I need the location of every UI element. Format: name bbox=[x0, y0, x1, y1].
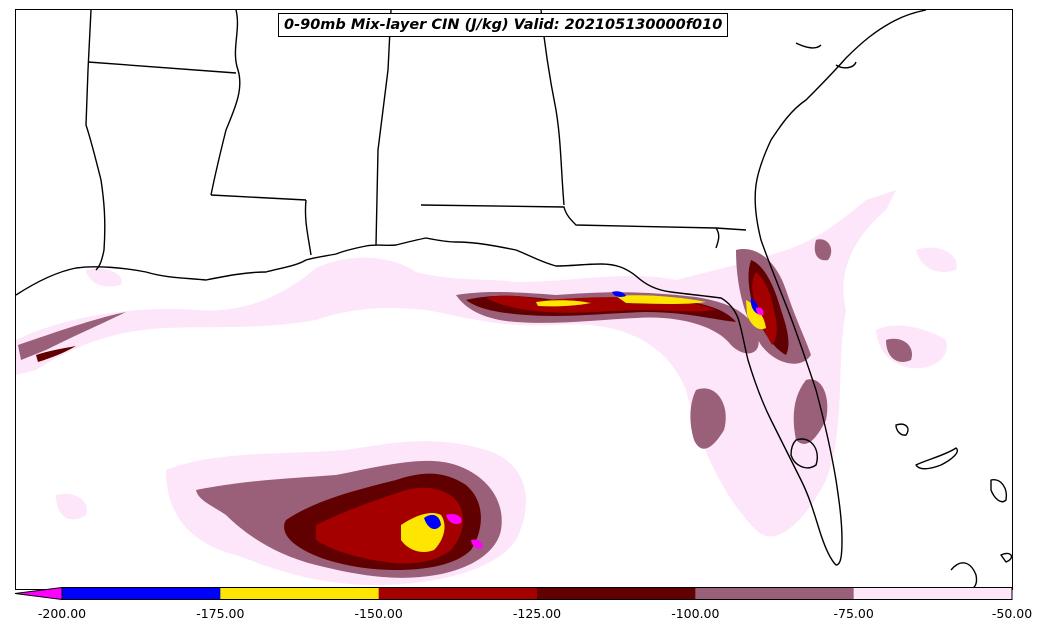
cb-seg-100-75 bbox=[695, 587, 855, 600]
cin-shading-175-150 bbox=[401, 295, 766, 552]
cb-seg-150-125 bbox=[378, 587, 538, 600]
colorbar bbox=[15, 587, 1013, 600]
map-title: 0-90mb Mix-layer CIN (J/kg) Valid: 20210… bbox=[278, 13, 729, 37]
colorbar-tick-label: -175.00 bbox=[196, 606, 245, 621]
colorbar-tick-label: -100.00 bbox=[671, 606, 720, 621]
cb-seg-125-100 bbox=[537, 587, 696, 600]
map-panel bbox=[15, 9, 1013, 590]
cb-seg-75-50 bbox=[853, 587, 1013, 600]
colorbar-tick-label: -50.00 bbox=[991, 606, 1033, 621]
colorbar-labels: -200.00 -175.00 -150.00 -125.00 -100.00 -75.0… bbox=[0, 606, 1044, 626]
colorbar-outline bbox=[61, 587, 1013, 600]
cb-seg-200-175 bbox=[62, 587, 221, 600]
cin-shading-lt-200 bbox=[446, 307, 764, 549]
colorbar-tick-label: -125.00 bbox=[512, 606, 562, 621]
colorbar-tick-label: -200.00 bbox=[37, 606, 87, 621]
colorbar-tick-label: -75.00 bbox=[833, 606, 874, 621]
cb-seg-175-150 bbox=[220, 587, 380, 600]
state-boundaries bbox=[16, 10, 1012, 589]
colorbar-tick-label: -150.00 bbox=[354, 606, 403, 621]
map-canvas bbox=[16, 10, 1012, 589]
cb-extend-lt-200 bbox=[15, 587, 63, 600]
